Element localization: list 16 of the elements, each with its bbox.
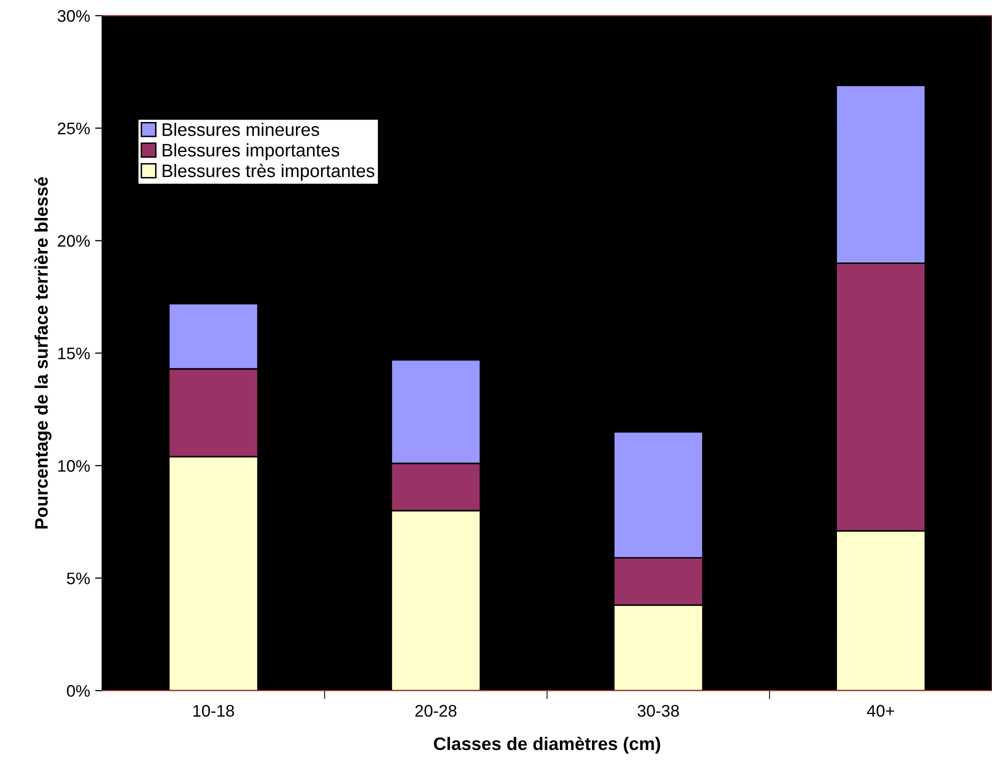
x-axis-title: Classes de diamètres (cm) (434, 736, 660, 754)
x-tick-label: 10-18 (193, 704, 234, 717)
legend-label: Blessures importantes (162, 143, 340, 160)
y-tick-label: 25% (58, 122, 90, 134)
y-tick-label: 15% (58, 348, 90, 360)
y-tick-label: 30% (58, 10, 90, 22)
y-tick-label: 10% (58, 460, 90, 472)
legend-label: Blessures mineures (162, 122, 320, 136)
y-axis-title: Pourcentage de la surface terrière blessé (34, 177, 52, 529)
legend-label: Blessures très importantes (162, 164, 374, 181)
x-tick-label: 40+ (867, 704, 894, 717)
x-tick-label: 20-28 (415, 704, 456, 717)
y-tick-label: 5% (66, 572, 90, 584)
y-tick-label: 20% (58, 235, 90, 247)
y-tick-label: 0% (66, 685, 90, 697)
x-tick-label: 30-38 (638, 704, 679, 717)
